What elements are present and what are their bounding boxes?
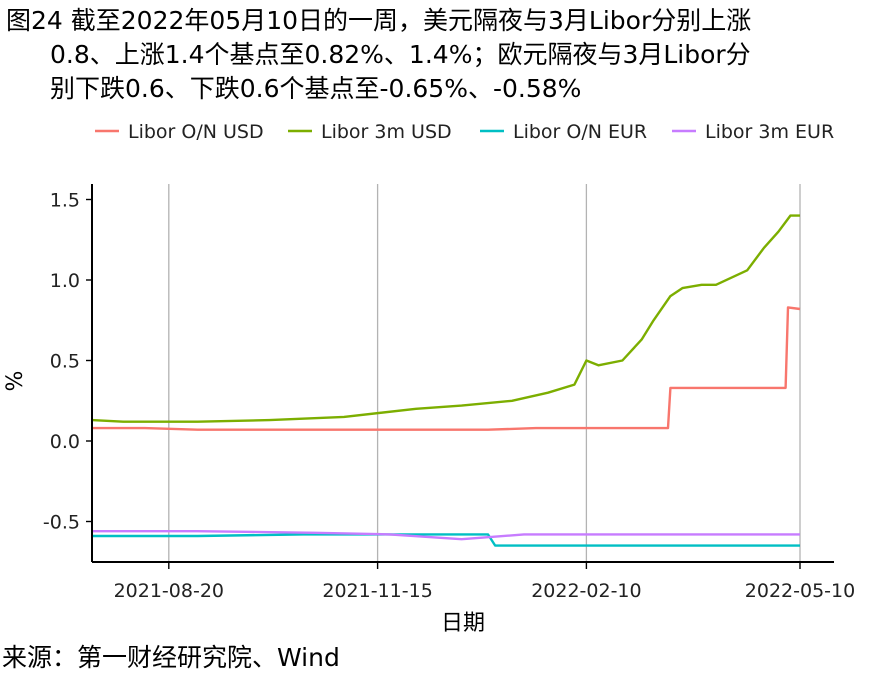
x-tick-label: 2021-08-20 (114, 580, 224, 602)
series-line-libor-o-n-usd (92, 306, 801, 431)
legend-label: Libor 3m USD (321, 121, 452, 143)
legend-label: Libor 3m EUR (705, 121, 834, 143)
legend-label: Libor O/N EUR (513, 121, 647, 143)
y-tick-label: 1.5 (50, 190, 80, 212)
x-tick-label: 2022-05-10 (745, 580, 855, 602)
series-line-libor-3m-eur (92, 530, 800, 541)
legend-label: Libor O/N USD (128, 121, 264, 143)
y-tick-label: 0.0 (50, 431, 80, 453)
series-line-libor-3m-usd (91, 214, 800, 423)
y-tick-label: 0.5 (50, 351, 80, 373)
y-axis-label: % (3, 371, 28, 392)
figure-title: 图24 截至2022年05月10日的一周，美元隔夜与3月Libor分别上涨 0.… (6, 4, 881, 106)
x-tick-label: 2021-11-15 (322, 580, 432, 602)
title-line-3: 别下跌0.6、下跌0.6个基点至-0.65%、-0.58% (50, 74, 582, 103)
title-line-1: 图24 截至2022年05月10日的一周，美元隔夜与3月Libor分别上涨 (6, 6, 752, 35)
source-note: 来源：第一财经研究院、Wind (2, 643, 340, 672)
y-tick-label: 1.0 (50, 270, 80, 292)
chart-axes: 2021-08-20 2021-11-15 2022-02-10 2022-05-10… (43, 184, 855, 602)
title-line-2: 0.8、上涨1.4个基点至0.82%、1.4%；欧元隔夜与3月Libor分 (50, 40, 751, 69)
series-line-libor-o-n-eur (92, 533, 800, 547)
y-tick-label: -0.5 (43, 512, 80, 534)
chart-grid (168, 184, 801, 562)
chart-legend: Libor O/N USD Libor 3m USD Libor O/N EUR Li… (95, 121, 834, 143)
chart-series (91, 214, 801, 547)
x-axis-label: 日期 (441, 611, 485, 636)
x-tick-label: 2022-02-10 (531, 580, 641, 602)
